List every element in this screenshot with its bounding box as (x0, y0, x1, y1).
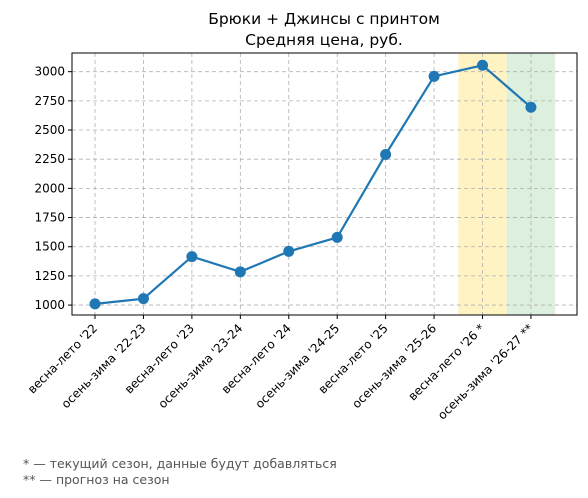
y-tick-label: 2250 (34, 152, 65, 166)
data-point (234, 266, 246, 278)
data-point (525, 101, 537, 113)
data-point (380, 149, 392, 161)
y-axis: 1000 1250 1500 1750 2000 2250 2500 2750 3000 (34, 65, 72, 312)
footnote-forecast: ** — прогноз на сезон (23, 472, 170, 487)
data-point (137, 293, 149, 305)
x-tick-label: осень-зима '23-24 (156, 321, 246, 411)
data-point (186, 251, 198, 263)
grid (72, 53, 577, 315)
y-tick-label: 2750 (34, 94, 65, 108)
y-tick-label: 2000 (34, 181, 65, 195)
data-point (477, 59, 489, 71)
data-point (283, 245, 295, 257)
data-point (331, 231, 343, 243)
x-tick-label: осень-зима '26-27 ** (435, 321, 536, 422)
y-tick-label: 1000 (34, 298, 65, 312)
data-point (428, 70, 440, 82)
data-point (89, 298, 101, 310)
y-tick-label: 2500 (34, 123, 65, 137)
y-tick-label: 1250 (34, 269, 65, 283)
footnote-current-season: * — текущий сезон, данные будут добавлят… (23, 456, 337, 471)
x-tick-label: осень-зима '25-26 (349, 321, 439, 411)
x-tick-label: осень-зима '24-25 (252, 321, 342, 411)
y-tick-label: 3000 (34, 65, 65, 79)
series-line (94, 64, 532, 305)
y-tick-label: 1500 (34, 240, 65, 254)
plot-frame (71, 52, 578, 316)
x-tick-label: осень-зима '22-23 (59, 321, 149, 411)
chart-subtitle: Средняя цена, руб. (245, 31, 403, 49)
chart-title: Брюки + Джинсы с принтом (208, 10, 440, 28)
series-points (89, 59, 537, 310)
y-tick-label: 1750 (34, 211, 65, 225)
